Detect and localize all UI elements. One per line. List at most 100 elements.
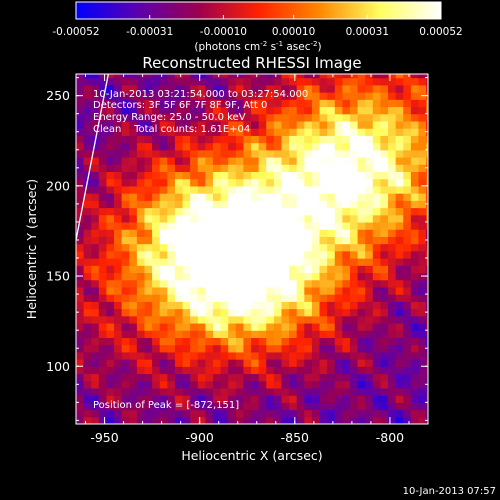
heatmap-cell: [129, 142, 138, 151]
heatmap-cell: [289, 402, 298, 411]
heatmap-cell: [251, 92, 260, 100]
heatmap-cell: [76, 74, 85, 79]
heatmap-cell: [129, 402, 138, 411]
heatmap-cell: [334, 258, 343, 266]
heatmap-cell: [174, 84, 184, 93]
heatmap-cell: [311, 272, 321, 281]
x-tick-label: -800: [376, 430, 404, 445]
heatmap-cell: [266, 128, 275, 136]
heatmap-cell: [197, 149, 206, 158]
heatmap-cell: [136, 395, 146, 403]
heatmap-cell: [174, 272, 184, 281]
heatmap-cell: [197, 243, 206, 252]
heatmap-cell: [91, 387, 100, 396]
heatmap-cell: [174, 214, 184, 223]
heatmap-cell: [251, 236, 260, 245]
heatmap-cell: [273, 416, 283, 424]
heatmap-cell: [167, 409, 176, 418]
heatmap-cell: [334, 322, 343, 331]
heatmap-cell: [388, 366, 397, 375]
heatmap-cell: [235, 193, 245, 201]
heatmap-cell: [144, 236, 153, 245]
heatmap-cell: [365, 272, 374, 281]
heatmap-cell: [311, 193, 321, 201]
heatmap-cell: [251, 366, 260, 375]
heatmap-cell: [190, 272, 199, 281]
heatmap-cell: [418, 243, 427, 252]
heatmap-cell: [98, 315, 108, 324]
heatmap-cell: [388, 409, 397, 418]
heatmap-cell: [251, 308, 260, 317]
heatmap-cell: [144, 185, 153, 194]
heatmap-cell: [403, 120, 412, 129]
heatmap-cell: [349, 294, 359, 302]
heatmap-cell: [129, 243, 138, 252]
heatmap-cell: [205, 128, 214, 136]
heatmap-cell: [114, 286, 123, 295]
heatmap-cell: [357, 265, 366, 274]
heatmap-cell: [114, 366, 123, 375]
heatmap-cell: [235, 366, 245, 375]
heatmap-cell: [106, 258, 115, 266]
heatmap-cell: [220, 416, 229, 424]
heatmap-cell: [106, 229, 115, 237]
heatmap-cell: [410, 351, 420, 360]
heatmap-cell: [243, 221, 252, 230]
heatmap-cell: [129, 149, 138, 158]
heatmap-cell: [418, 135, 427, 144]
heatmap-cell: [395, 149, 404, 158]
heatmap-cell: [212, 250, 222, 259]
heatmap-cell: [349, 373, 359, 382]
heatmap-cell: [228, 351, 237, 360]
heatmap-cell: [304, 92, 313, 100]
heatmap-cell: [235, 113, 245, 122]
heatmap-cell: [273, 236, 283, 245]
heatmap-cell: [258, 294, 267, 302]
heatmap-cell: [418, 142, 427, 151]
heatmap-cell: [410, 185, 420, 194]
heatmap-cell: [266, 380, 275, 389]
heatmap-cell: [152, 120, 161, 129]
heatmap-cell: [98, 250, 108, 259]
heatmap-cell: [319, 258, 328, 266]
heatmap-cell: [235, 214, 245, 223]
heatmap-cell: [182, 84, 191, 93]
heatmap-cell: [395, 113, 404, 122]
heatmap-cell: [235, 337, 245, 346]
heatmap-cell: [395, 395, 404, 403]
heatmap-cell: [311, 200, 321, 209]
heatmap-cell: [365, 142, 374, 151]
heatmap-cell: [152, 156, 161, 165]
heatmap-cell: [205, 84, 214, 93]
heatmap-cell: [144, 149, 153, 158]
heatmap-cell: [144, 128, 153, 136]
heatmap-cell: [410, 200, 420, 209]
heatmap-cell: [182, 387, 191, 396]
heatmap-cell: [136, 416, 146, 424]
heatmap-cell: [98, 214, 108, 223]
heatmap-cell: [296, 156, 305, 165]
heatmap-cell: [266, 322, 275, 331]
heatmap-cell: [167, 330, 176, 339]
heatmap-cell: [388, 373, 397, 382]
heatmap-cell: [426, 84, 428, 93]
heatmap-cell: [152, 250, 161, 259]
heatmap-cell: [76, 164, 85, 173]
heatmap-cell: [266, 207, 275, 216]
heatmap-cell: [167, 272, 176, 281]
heatmap-cell: [167, 178, 176, 187]
heatmap-cell: [311, 164, 321, 173]
heatmap-cell: [182, 402, 191, 411]
heatmap-cell: [403, 322, 412, 331]
heatmap-cell: [228, 77, 237, 86]
heatmap-cell: [403, 330, 412, 339]
heatmap-cell: [167, 301, 176, 310]
heatmap-cell: [106, 77, 115, 86]
heatmap-cell: [365, 286, 374, 295]
heatmap-cell: [258, 409, 267, 418]
heatmap-cell: [190, 344, 199, 353]
heatmap-cell: [273, 135, 283, 144]
heatmap-cell: [251, 286, 260, 295]
heatmap-cell: [334, 265, 343, 274]
heatmap-cell: [403, 373, 412, 382]
